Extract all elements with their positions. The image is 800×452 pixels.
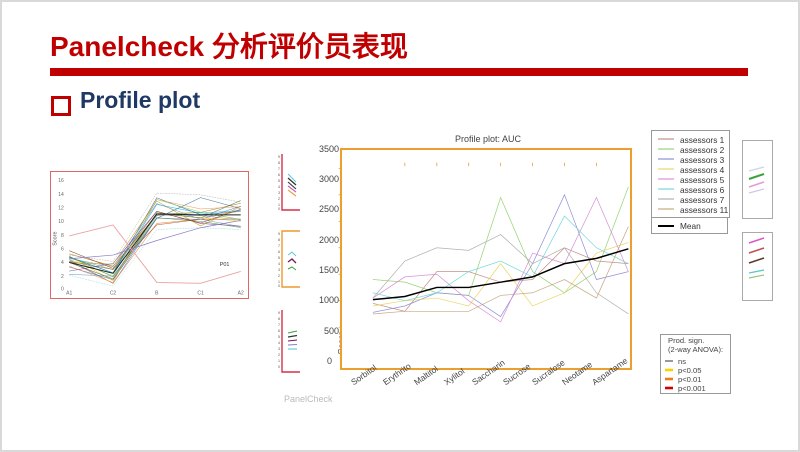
svg-text:9: 9 (278, 311, 280, 315)
svg-text:C2: C2 (110, 290, 117, 296)
svg-text:2: 2 (278, 353, 280, 357)
svg-text:8: 8 (278, 317, 280, 321)
svg-text:A1: A1 (66, 290, 72, 296)
svg-text:A2: A2 (238, 290, 244, 296)
svg-text:0: 0 (278, 284, 280, 288)
svg-text:C1: C1 (197, 290, 204, 296)
svg-text:0: 0 (278, 207, 280, 211)
svg-text:0: 0 (61, 287, 64, 293)
svg-text:0: 0 (278, 365, 280, 369)
svg-text:5: 5 (278, 179, 280, 183)
svg-text:4: 4 (278, 262, 280, 266)
svg-text:7: 7 (278, 167, 280, 171)
svg-text:8: 8 (278, 238, 280, 242)
svg-text:B: B (155, 290, 159, 296)
svg-text:5: 5 (278, 256, 280, 260)
svg-text:9: 9 (278, 155, 280, 159)
svg-text:Score: Score (52, 231, 58, 245)
svg-text:1: 1 (278, 359, 280, 363)
svg-text:2: 2 (278, 197, 280, 201)
svg-text:9: 9 (278, 232, 280, 236)
svg-text:4: 4 (278, 341, 280, 345)
svg-text:6: 6 (278, 250, 280, 254)
svg-text:8: 8 (61, 233, 64, 239)
svg-text:4: 4 (61, 260, 64, 266)
svg-text:7: 7 (278, 323, 280, 327)
svg-text:4: 4 (278, 185, 280, 189)
svg-text:6: 6 (61, 247, 64, 253)
svg-text:6: 6 (278, 173, 280, 177)
svg-text:14: 14 (58, 192, 64, 198)
svg-text:7: 7 (278, 244, 280, 248)
svg-text:8: 8 (278, 161, 280, 165)
svg-text:3: 3 (278, 268, 280, 272)
svg-text:5: 5 (278, 335, 280, 339)
svg-text:6: 6 (278, 329, 280, 333)
svg-text:3: 3 (278, 347, 280, 351)
svg-text:P01: P01 (220, 262, 230, 268)
svg-text:16: 16 (58, 178, 64, 184)
svg-text:12: 12 (58, 205, 64, 211)
svg-text:2: 2 (61, 274, 64, 280)
svg-text:2: 2 (278, 274, 280, 278)
svg-text:10: 10 (58, 219, 64, 225)
svg-text:3: 3 (278, 191, 280, 195)
